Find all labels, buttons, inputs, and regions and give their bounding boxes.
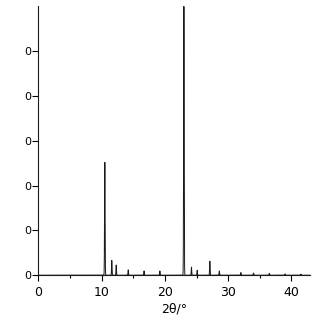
X-axis label: 2θ/°: 2θ/° bbox=[161, 303, 188, 316]
